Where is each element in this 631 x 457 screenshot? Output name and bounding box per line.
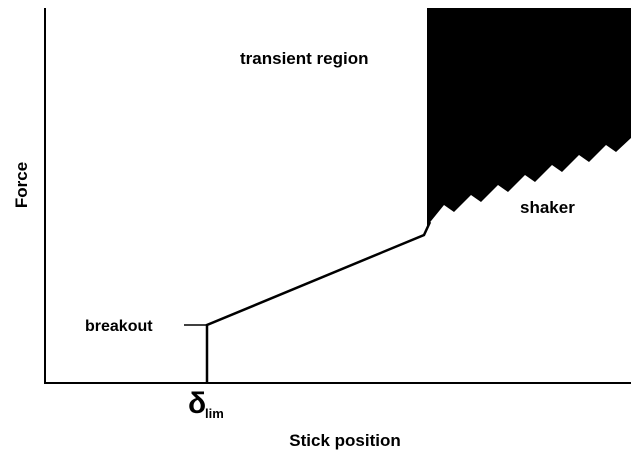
shaker-label: shaker [520, 198, 575, 217]
delta-subscript: lim [205, 406, 224, 421]
delta-symbol: δ [188, 387, 206, 420]
transient-region [427, 8, 631, 226]
breakout-label: breakout [85, 318, 153, 335]
transient-label: transient region [240, 49, 368, 68]
x-axis-label: Stick position [289, 431, 400, 450]
y-axis-label: Force [12, 162, 31, 208]
force-curve [205, 221, 432, 383]
